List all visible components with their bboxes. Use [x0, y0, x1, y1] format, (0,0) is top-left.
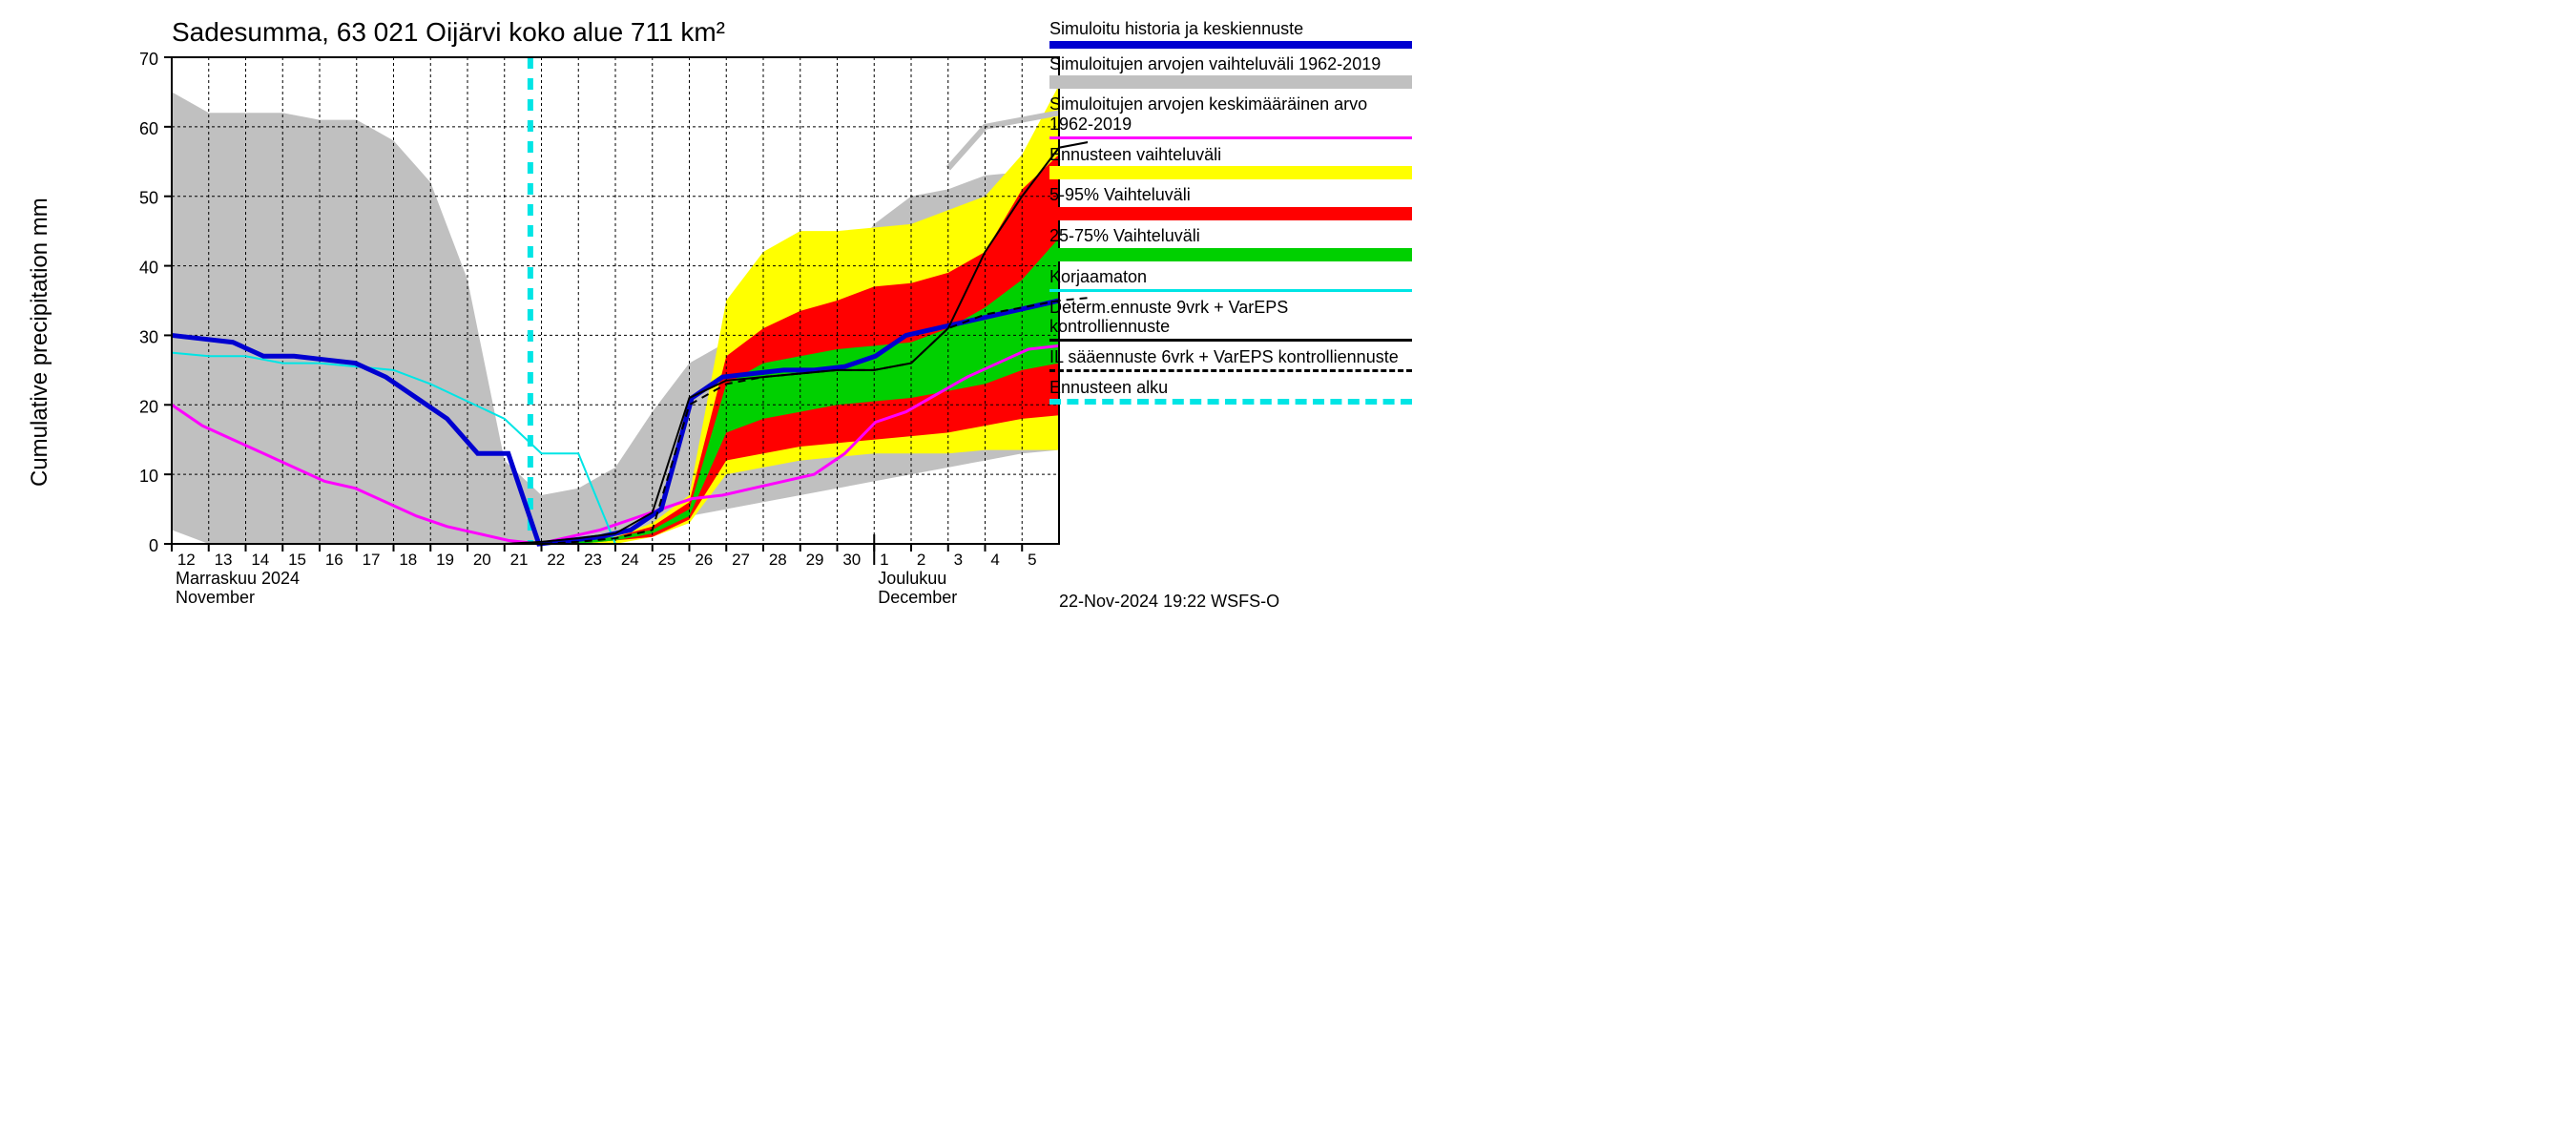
legend-label: 25-75% Vaihteluväli — [1049, 226, 1412, 246]
legend-item: 25-75% Vaihteluväli — [1049, 226, 1412, 261]
legend-label: 5-95% Vaihteluväli — [1049, 185, 1412, 205]
legend-item: 5-95% Vaihteluväli — [1049, 185, 1412, 220]
svg-text:2: 2 — [917, 551, 925, 569]
svg-text:4: 4 — [990, 551, 999, 569]
legend-item: IL sääennuste 6vrk + VarEPS kontrollienn… — [1049, 347, 1412, 372]
svg-text:12: 12 — [177, 551, 196, 569]
svg-text:18: 18 — [399, 551, 417, 569]
svg-text:20: 20 — [473, 551, 491, 569]
legend-swatch — [1049, 289, 1412, 292]
legend-label: Ennusteen alku — [1049, 378, 1412, 398]
legend-swatch — [1049, 136, 1412, 139]
svg-text:60: 60 — [139, 119, 158, 138]
legend-swatch — [1049, 399, 1412, 405]
legend-item: Ennusteen alku — [1049, 378, 1412, 406]
svg-text:5: 5 — [1028, 551, 1036, 569]
svg-text:1: 1 — [880, 551, 888, 569]
legend-swatch — [1049, 75, 1412, 89]
legend-swatch — [1049, 339, 1412, 342]
svg-text:November: November — [176, 588, 255, 607]
legend-swatch — [1049, 41, 1412, 49]
legend-label: Determ.ennuste 9vrk + VarEPS kontrollien… — [1049, 298, 1412, 337]
svg-text:70: 70 — [139, 50, 158, 69]
legend-label: Simuloitujen arvojen vaihteluväli 1962-2… — [1049, 54, 1412, 74]
plot-svg: 0102030405060701213141516171819202122232… — [48, 0, 1088, 611]
svg-text:15: 15 — [288, 551, 306, 569]
svg-text:Marraskuu 2024: Marraskuu 2024 — [176, 569, 300, 588]
legend: Simuloitu historia ja keskiennuste Simulo… — [1049, 19, 1412, 410]
svg-text:19: 19 — [436, 551, 454, 569]
svg-text:23: 23 — [584, 551, 602, 569]
legend-label: IL sääennuste 6vrk + VarEPS kontrollienn… — [1049, 347, 1412, 367]
footer-timestamp: 22-Nov-2024 19:22 WSFS-O — [1059, 592, 1279, 612]
svg-text:16: 16 — [325, 551, 343, 569]
svg-text:21: 21 — [510, 551, 529, 569]
legend-item: Determ.ennuste 9vrk + VarEPS kontrollien… — [1049, 298, 1412, 342]
legend-item: Simuloitujen arvojen keskimääräinen arvo… — [1049, 94, 1412, 138]
svg-text:26: 26 — [695, 551, 713, 569]
svg-text:30: 30 — [842, 551, 861, 569]
svg-text:25: 25 — [658, 551, 676, 569]
svg-text:40: 40 — [139, 259, 158, 278]
legend-swatch — [1049, 166, 1412, 179]
legend-swatch — [1049, 369, 1412, 372]
svg-text:24: 24 — [621, 551, 639, 569]
legend-item: Simuloitu historia ja keskiennuste — [1049, 19, 1412, 49]
svg-text:50: 50 — [139, 189, 158, 208]
svg-text:10: 10 — [139, 467, 158, 486]
legend-swatch — [1049, 248, 1412, 261]
legend-swatch — [1049, 207, 1412, 220]
svg-text:30: 30 — [139, 327, 158, 346]
svg-text:14: 14 — [251, 551, 269, 569]
svg-text:0: 0 — [149, 536, 158, 555]
legend-item: Korjaamaton — [1049, 267, 1412, 292]
svg-text:28: 28 — [769, 551, 787, 569]
legend-label: Simuloitujen arvojen keskimääräinen arvo… — [1049, 94, 1412, 134]
legend-item: Simuloitujen arvojen vaihteluväli 1962-2… — [1049, 54, 1412, 90]
legend-label: Simuloitu historia ja keskiennuste — [1049, 19, 1412, 39]
svg-text:17: 17 — [363, 551, 381, 569]
legend-label: Ennusteen vaihteluväli — [1049, 145, 1412, 165]
svg-text:3: 3 — [954, 551, 963, 569]
svg-text:20: 20 — [139, 397, 158, 416]
chart-container: Sadesumma, 63 021 Oijärvi koko alue 711 … — [0, 0, 1431, 630]
svg-text:Joulukuu: Joulukuu — [878, 569, 946, 588]
svg-text:December: December — [878, 588, 957, 607]
svg-text:13: 13 — [215, 551, 233, 569]
legend-label: Korjaamaton — [1049, 267, 1412, 287]
svg-text:22: 22 — [547, 551, 565, 569]
svg-text:29: 29 — [806, 551, 824, 569]
svg-text:27: 27 — [732, 551, 750, 569]
legend-item: Ennusteen vaihteluväli — [1049, 145, 1412, 180]
